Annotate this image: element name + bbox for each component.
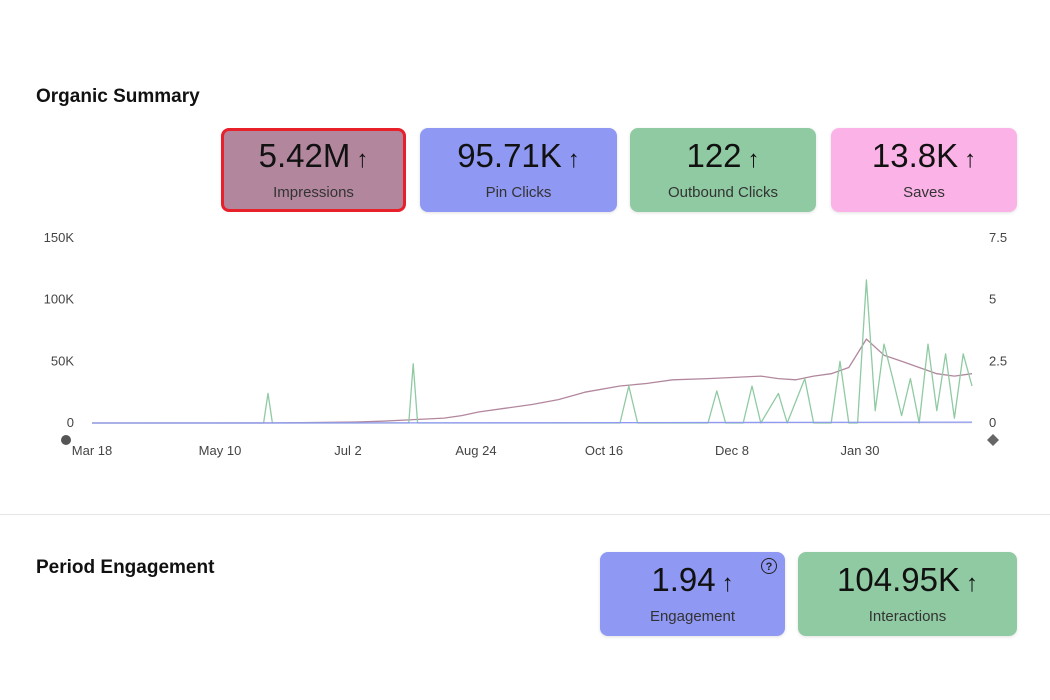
help-icon[interactable]: ? (761, 558, 777, 574)
series-line-pin-clicks (91, 421, 973, 424)
up-arrow-icon: ↑ (356, 146, 369, 173)
engagement-value: 1.94 (651, 561, 716, 598)
range-end-handle-icon (987, 434, 999, 446)
up-arrow-icon: ↑ (965, 570, 978, 597)
up-arrow-icon: ↑ (567, 146, 580, 173)
period-engagement-title: Period Engagement (36, 557, 215, 578)
x-tick-label: Dec 8 (715, 443, 749, 458)
impressions-label: Impressions (273, 184, 354, 201)
outbound-clicks-value: 122 (686, 137, 742, 174)
x-tick-label: Jul 2 (334, 443, 361, 458)
y-right-tick-label: 2.5 (989, 353, 1007, 368)
up-arrow-icon: ↑ (747, 146, 760, 173)
engagement-label: Engagement (649, 608, 736, 625)
organic-summary-title: Organic Summary (36, 86, 200, 107)
y-right-tick-label: 5 (989, 292, 996, 307)
interactions-card[interactable]: 104.95K ↑ Interactions (798, 552, 1017, 636)
engagement-card[interactable]: 1.94 ↑ Engagement ? (600, 552, 785, 636)
y-left-tick-label: 150K (44, 230, 75, 245)
section-divider (0, 514, 1050, 515)
pin-clicks-label: Pin Clicks (485, 184, 552, 201)
series-line-impressions (92, 338, 973, 424)
up-arrow-icon: ↑ (721, 570, 734, 597)
x-tick-label: Mar 18 (72, 443, 112, 458)
interactions-value: 104.95K (837, 561, 960, 598)
saves-card[interactable]: 13.8K ↑ Saves (831, 128, 1017, 212)
outbound-clicks-label: Outbound Clicks (667, 184, 779, 201)
y-right-tick-label: 7.5 (989, 230, 1007, 245)
impressions-card[interactable]: 5.42M ↑ Impressions (221, 128, 406, 212)
x-tick-label: Oct 16 (585, 443, 623, 458)
series-line-outbound-clicks (92, 279, 973, 424)
x-tick-label: Aug 24 (455, 443, 496, 458)
saves-label: Saves (903, 184, 945, 201)
pin-clicks-card[interactable]: 95.71K ↑ Pin Clicks (420, 128, 617, 212)
organic-line-chart: 150K 100K 50K 0 7.5 5 2.5 0 Mar 18 May 10 Jul 2 Aug… (44, 230, 1007, 458)
impressions-value: 5.42M (258, 137, 351, 174)
y-left-tick-label: 100K (44, 292, 75, 307)
outbound-clicks-card[interactable]: 122 ↑ Outbound Clicks (630, 128, 816, 212)
y-left-tick-label: 50K (51, 353, 74, 368)
y-left-tick-label: 0 (67, 415, 74, 430)
x-tick-label: Jan 30 (840, 443, 879, 458)
interactions-label: Interactions (868, 608, 947, 625)
pin-clicks-value: 95.71K (457, 137, 562, 174)
range-start-handle-icon (61, 435, 71, 445)
y-right-tick-label: 0 (989, 415, 996, 430)
up-arrow-icon: ↑ (964, 146, 977, 173)
x-tick-label: May 10 (199, 443, 242, 458)
saves-value: 13.8K (871, 137, 959, 174)
